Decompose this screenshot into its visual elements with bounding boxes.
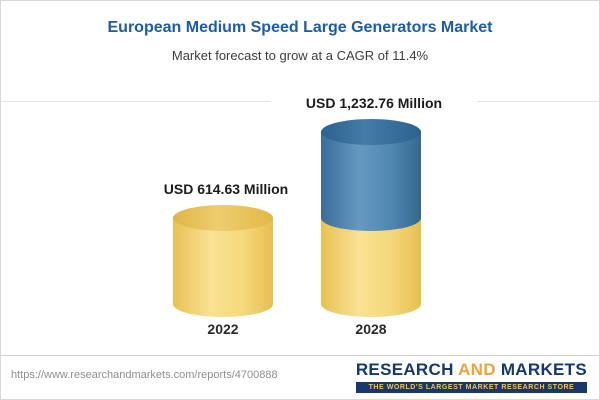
bar-2028-growth-body <box>321 132 421 232</box>
logo-tagline: THE WORLD'S LARGEST MARKET RESEARCH STOR… <box>355 382 587 393</box>
chart-title: European Medium Speed Large Generators M… <box>107 19 493 36</box>
bar-2028-base-body <box>321 218 421 317</box>
bar-2028-top-cap <box>321 119 421 145</box>
footer-divider <box>1 355 599 356</box>
chart-subtitle: Market forecast to grow at a CAGR of 11.… <box>171 48 429 63</box>
x-label-2022: 2022 <box>207 321 239 337</box>
logo-word-research: RESEARCH <box>355 360 454 379</box>
logo-word-markets: MARKETS <box>500 360 587 379</box>
value-label-2022: USD 614.63 Million <box>123 181 329 198</box>
value-label-2028: USD 1,232.76 Million <box>271 95 477 111</box>
research-and-markets-logo: RESEARCH AND MARKETS THE WORLD'S LARGEST… <box>355 360 587 393</box>
report-url-link[interactable]: https://www.researchandmarkets.com/repor… <box>11 369 278 381</box>
bar-2022-top-cap <box>173 205 273 232</box>
logo-wordmark: RESEARCH AND MARKETS <box>356 360 587 380</box>
x-label-2028: 2028 <box>355 321 387 337</box>
logo-word-and: AND <box>458 360 496 379</box>
bar-2022-body <box>173 218 273 317</box>
